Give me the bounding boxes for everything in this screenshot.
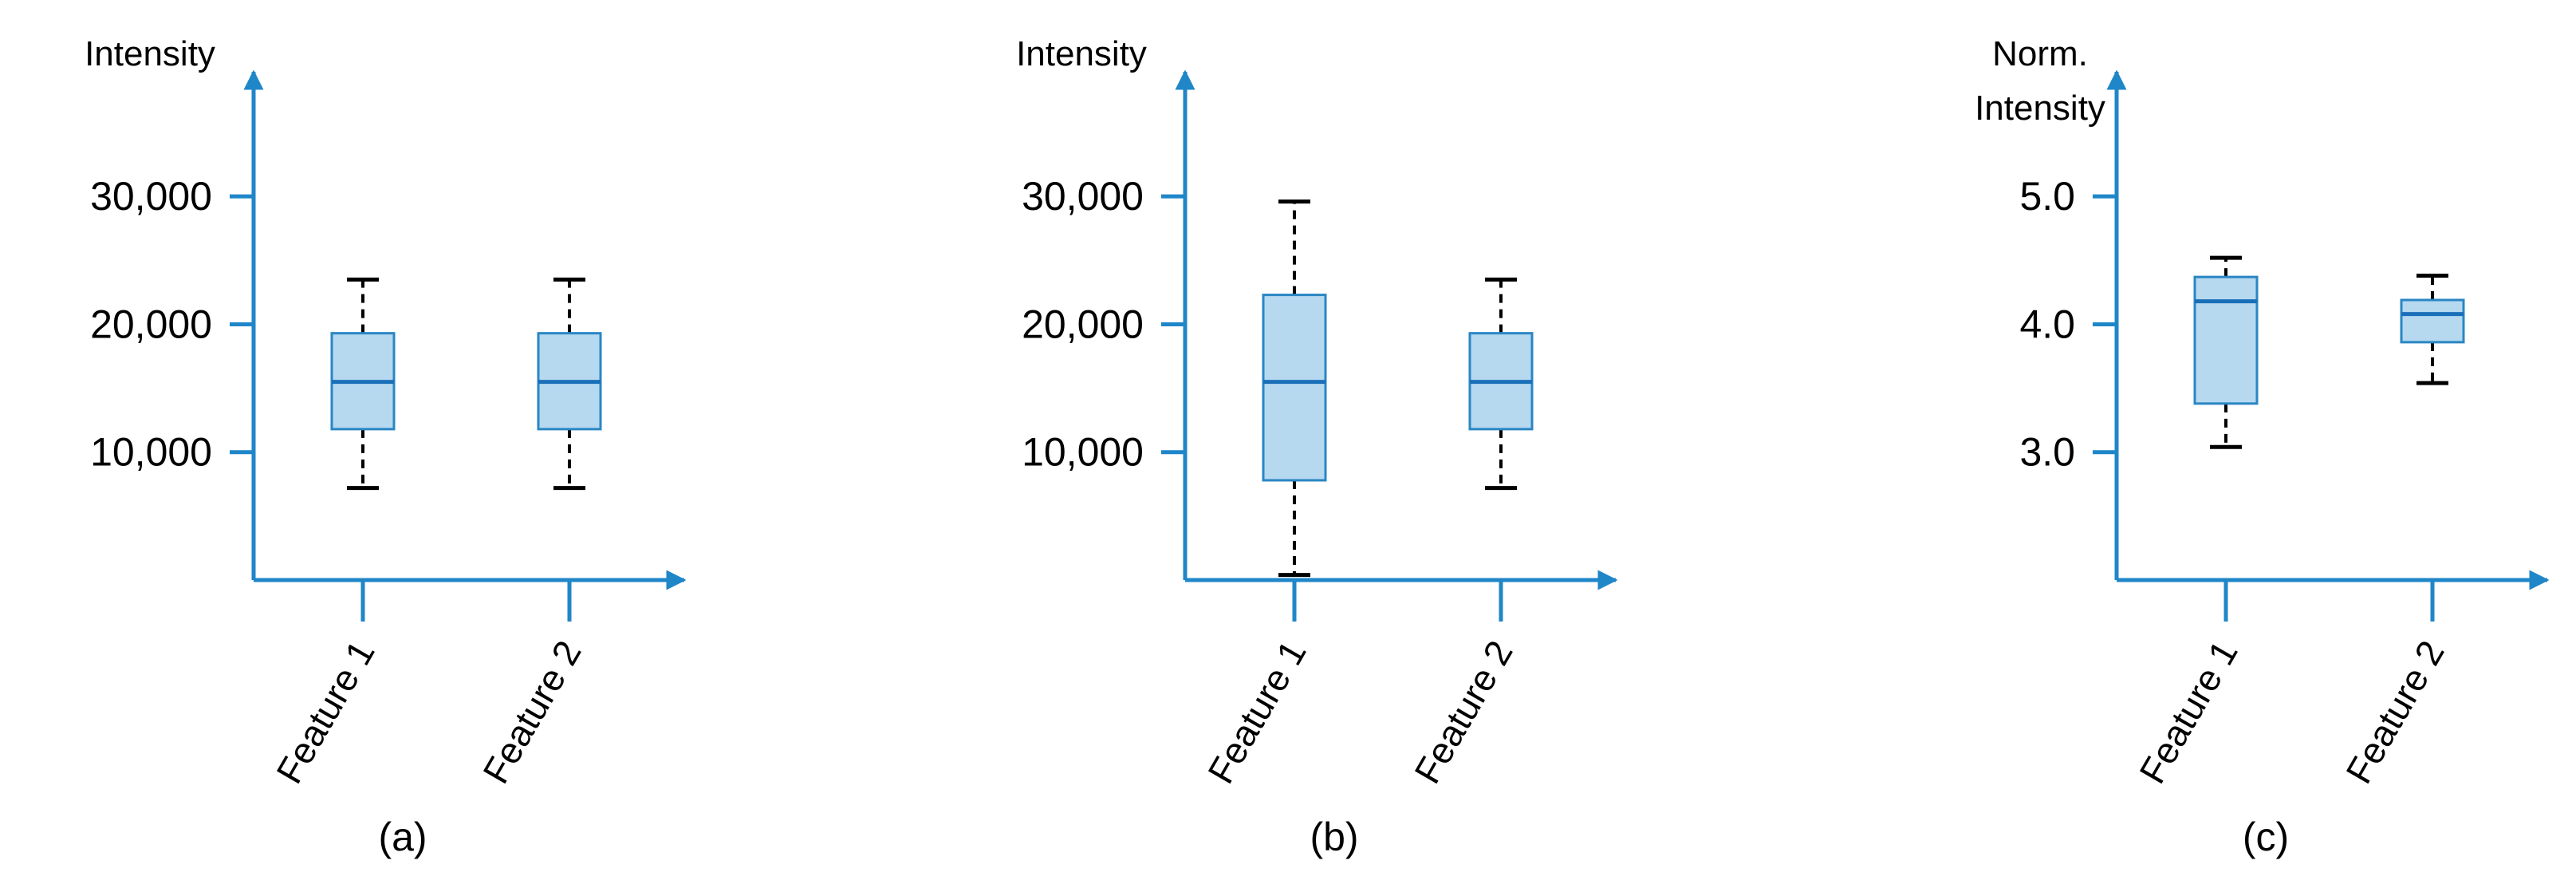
x-tick-label: Feature 1 bbox=[2131, 633, 2245, 791]
y-tick-label: 3.0 bbox=[2019, 430, 2075, 475]
x-tick-label: Feature 2 bbox=[475, 633, 589, 791]
iqr-box bbox=[2400, 298, 2465, 344]
y-tick-label: 10,000 bbox=[90, 430, 212, 475]
panel-label: (c) bbox=[2243, 815, 2289, 859]
y-tick-label: 5.0 bbox=[2019, 174, 2075, 219]
y-tick-label: 4.0 bbox=[2019, 302, 2075, 346]
y-tick-label: 10,000 bbox=[1022, 430, 1144, 475]
x-tick-label: Feature 1 bbox=[1199, 633, 1314, 791]
y-tick-label: 30,000 bbox=[90, 174, 212, 219]
x-tick-label: Feature 1 bbox=[268, 633, 382, 791]
y-axis-label: Norm. bbox=[1992, 34, 2088, 73]
x-tick-label: Feature 2 bbox=[2338, 633, 2452, 791]
y-tick-label: 20,000 bbox=[1022, 302, 1144, 346]
y-axis-label: Intensity bbox=[85, 34, 215, 73]
panel-label: (b) bbox=[1310, 815, 1358, 859]
y-tick-label: 20,000 bbox=[90, 302, 212, 346]
y-axis-label: Intensity bbox=[1975, 89, 2105, 128]
panel-label: (a) bbox=[378, 815, 427, 859]
iqr-box bbox=[1262, 294, 1327, 482]
y-axis-label: Intensity bbox=[1016, 34, 1147, 73]
x-tick-label: Feature 2 bbox=[1406, 633, 1520, 791]
iqr-box bbox=[2193, 275, 2259, 405]
y-tick-label: 30,000 bbox=[1022, 174, 1144, 219]
